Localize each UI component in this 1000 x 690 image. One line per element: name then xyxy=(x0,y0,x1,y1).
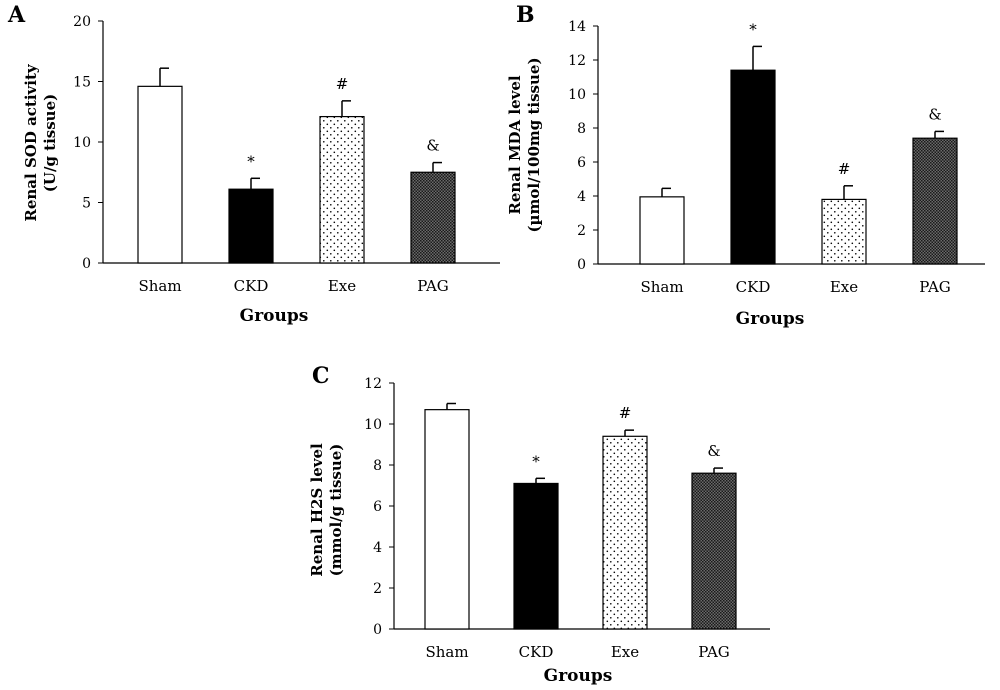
x-tick-label: Exe xyxy=(830,278,858,296)
significance-marker: # xyxy=(336,75,349,93)
panel-letter: A xyxy=(7,2,26,28)
x-tick-label: Sham xyxy=(640,278,683,296)
y-axis-label-line: Renal H2S level xyxy=(308,443,326,577)
panel-letter: C xyxy=(312,363,330,389)
panel-c: C Renal H2S level (mmol/g tissue) 0 2 4 6 8 1… xyxy=(308,363,770,686)
bar xyxy=(319,115,365,264)
y-tick-label: 5 xyxy=(82,196,91,212)
y-axis-label-line: (µmol/100mg tissue) xyxy=(525,57,543,232)
plot-area: 0 2 4 6 8 10 12 14 Sham * CKD # Exe & PAG xyxy=(568,19,985,296)
y-tick-label: 0 xyxy=(577,257,586,273)
significance-marker: # xyxy=(838,160,851,178)
significance-marker: & xyxy=(426,137,439,155)
x-axis-label: Groups xyxy=(544,666,613,686)
plot-area: 0 5 10 15 20 Sham * CKD # Exe & PAG xyxy=(73,14,500,295)
y-axis-label: Renal SOD activity (U/g tissue) xyxy=(22,63,59,222)
y-tick-label: 10 xyxy=(364,417,382,433)
bar xyxy=(821,198,867,265)
y-axis-label-line: Renal SOD activity xyxy=(22,63,40,222)
significance-marker: * xyxy=(247,152,255,170)
x-tick-label: CKD xyxy=(736,278,771,296)
y-tick-label: 6 xyxy=(577,155,586,171)
y-tick-label: 0 xyxy=(373,622,382,638)
y-tick-label: 0 xyxy=(82,256,91,272)
bar xyxy=(513,482,559,630)
y-tick-label: 8 xyxy=(577,121,586,137)
bar xyxy=(137,85,183,264)
x-tick-label: CKD xyxy=(234,277,269,295)
bar xyxy=(691,472,737,630)
y-tick-label: 15 xyxy=(73,75,91,91)
y-tick-label: 4 xyxy=(577,189,586,205)
y-tick-label: 2 xyxy=(577,223,586,239)
x-axis-label: Groups xyxy=(240,306,309,326)
plot-area: 0 2 4 6 8 10 12 Sham * CKD # Exe & PAG xyxy=(364,376,770,661)
x-tick-label: Sham xyxy=(138,277,181,295)
y-axis-label: Renal H2S level (mmol/g tissue) xyxy=(308,443,345,577)
bar xyxy=(602,435,648,630)
bar xyxy=(639,196,685,265)
x-tick-label: Exe xyxy=(328,277,356,295)
y-tick-label: 10 xyxy=(568,87,586,103)
y-tick-label: 6 xyxy=(373,499,382,515)
bar xyxy=(228,188,274,264)
y-tick-label: 12 xyxy=(568,53,586,69)
x-tick-label: PAG xyxy=(919,278,951,296)
y-tick-label: 14 xyxy=(568,19,586,35)
bar xyxy=(912,137,958,265)
panel-b: B Renal MDA level (µmol/100mg tissue) 0 2… xyxy=(506,2,985,329)
bar xyxy=(410,171,456,264)
x-tick-label: Sham xyxy=(425,643,468,661)
significance-marker: # xyxy=(619,404,632,422)
y-tick-label: 4 xyxy=(373,540,382,556)
x-tick-label: PAG xyxy=(417,277,449,295)
significance-marker: & xyxy=(707,442,720,460)
significance-marker: * xyxy=(749,20,757,38)
x-tick-label: Exe xyxy=(611,643,639,661)
y-axis-label-line: (U/g tissue) xyxy=(41,94,59,192)
y-tick-label: 20 xyxy=(73,14,91,30)
y-tick-label: 10 xyxy=(73,135,91,151)
y-axis-label-line: (mmol/g tissue) xyxy=(327,444,345,577)
panel-letter: B xyxy=(516,2,535,28)
x-tick-label: PAG xyxy=(698,643,730,661)
y-tick-label: 8 xyxy=(373,458,382,474)
x-axis-label: Groups xyxy=(736,309,805,329)
y-axis-label-line: Renal MDA level xyxy=(506,75,524,215)
panel-a: A Renal SOD activity (U/g tissue) 0 5 10 15… xyxy=(7,2,500,326)
bar xyxy=(424,409,470,630)
y-tick-label: 2 xyxy=(373,581,382,597)
significance-marker: * xyxy=(532,452,540,470)
y-tick-label: 12 xyxy=(364,376,382,392)
y-axis-label: Renal MDA level (µmol/100mg tissue) xyxy=(506,57,543,232)
significance-marker: & xyxy=(928,105,941,123)
bar xyxy=(730,69,776,265)
x-tick-label: CKD xyxy=(519,643,554,661)
